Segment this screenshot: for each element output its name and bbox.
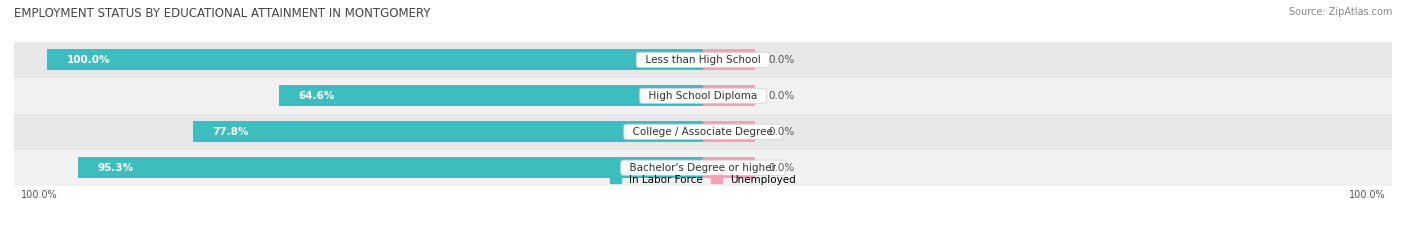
Bar — [193, 121, 703, 142]
Text: Bachelor's Degree or higher: Bachelor's Degree or higher — [623, 163, 783, 173]
Text: 64.6%: 64.6% — [299, 91, 335, 101]
Bar — [703, 157, 755, 178]
Text: 0.0%: 0.0% — [769, 91, 794, 101]
Text: 100.0%: 100.0% — [66, 55, 110, 65]
Text: 0.0%: 0.0% — [769, 163, 794, 173]
Bar — [14, 150, 1392, 186]
Bar — [14, 78, 1392, 114]
Text: 0.0%: 0.0% — [769, 127, 794, 137]
Bar — [14, 42, 1392, 78]
Text: Less than High School: Less than High School — [638, 55, 768, 65]
Bar — [46, 49, 703, 70]
Text: EMPLOYMENT STATUS BY EDUCATIONAL ATTAINMENT IN MONTGOMERY: EMPLOYMENT STATUS BY EDUCATIONAL ATTAINM… — [14, 7, 430, 20]
Bar — [703, 86, 755, 106]
Bar — [280, 86, 703, 106]
Bar — [14, 114, 1392, 150]
Bar — [703, 49, 755, 70]
Text: 100.0%: 100.0% — [1348, 190, 1385, 200]
Bar — [703, 121, 755, 142]
Text: 100.0%: 100.0% — [21, 190, 58, 200]
Text: 0.0%: 0.0% — [769, 55, 794, 65]
Legend: In Labor Force, Unemployed: In Labor Force, Unemployed — [606, 171, 800, 189]
Text: 77.8%: 77.8% — [212, 127, 249, 137]
Text: Source: ZipAtlas.com: Source: ZipAtlas.com — [1288, 7, 1392, 17]
Text: College / Associate Degree: College / Associate Degree — [626, 127, 780, 137]
Bar — [77, 157, 703, 178]
Text: 95.3%: 95.3% — [97, 163, 134, 173]
Text: High School Diploma: High School Diploma — [643, 91, 763, 101]
